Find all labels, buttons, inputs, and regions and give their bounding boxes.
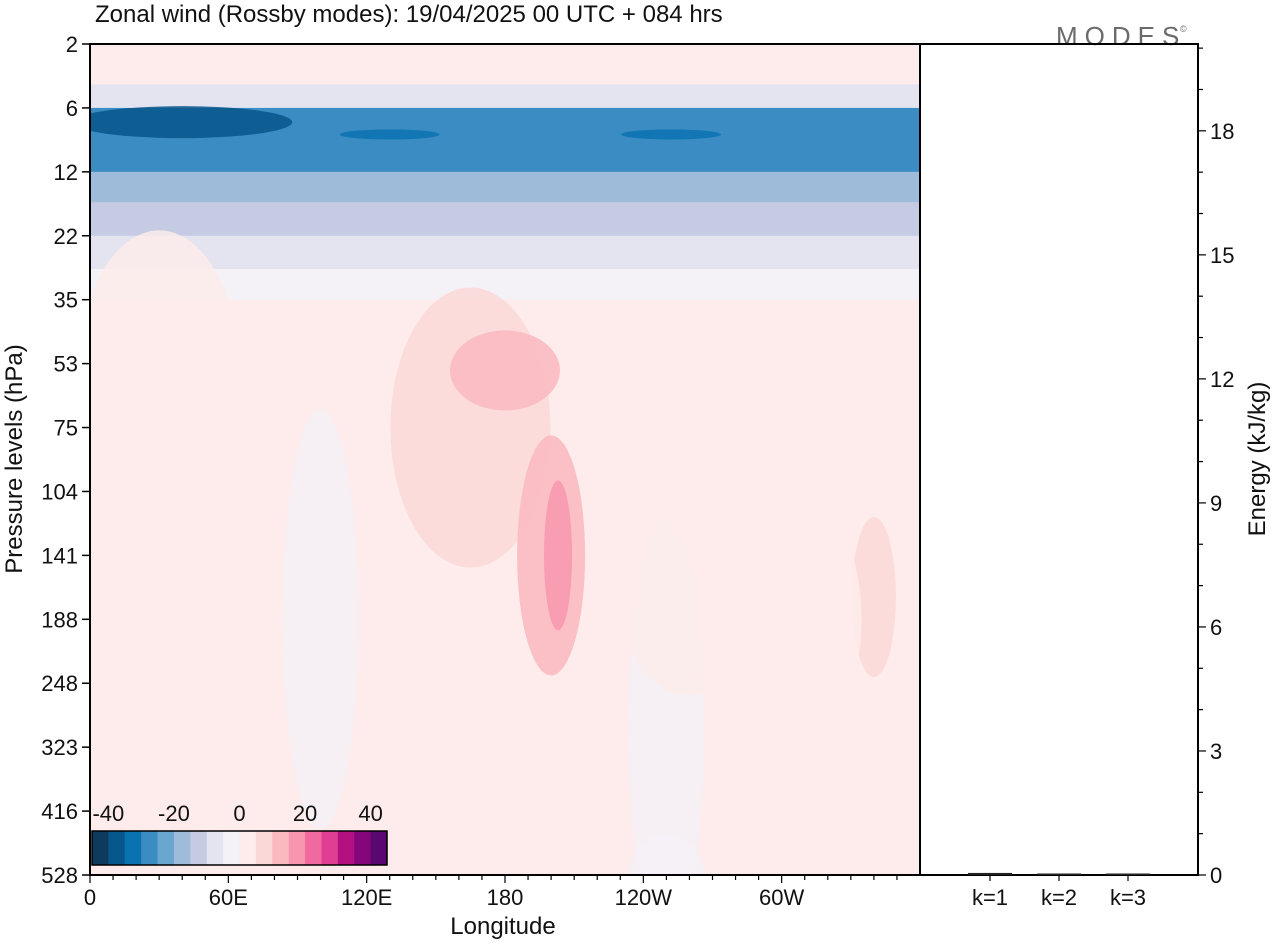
colorbar-tick-label: 20 [293,801,317,826]
colorbar-segment [92,831,109,865]
energy-tick-label: 15 [1210,243,1234,268]
energy-tick-label: 6 [1210,615,1222,640]
wind-feature [701,479,862,760]
bar-label: k=1 [972,885,1008,910]
wind-feature [851,516,896,677]
colorbar-segment [124,831,142,865]
colorbar-segment [272,831,290,865]
colorbar-frame [91,830,388,866]
y-tick-label: 323 [41,735,78,760]
y-tick-label: 53 [54,352,78,377]
wind-heatmap [90,44,920,875]
bar-label: k=3 [1110,885,1146,910]
logo-copyright-mark: © [1180,24,1187,34]
wind-band [90,171,920,204]
wind-band [90,67,920,86]
y-tick-label: 2 [66,32,78,57]
energy-bar-k3 [1106,873,1150,875]
wind-band [90,268,920,301]
y-tick-label: 104 [41,479,78,504]
colorbar-segment [157,831,175,865]
modes-logo: MODES © [1056,21,1187,51]
chart-title: Zonal wind (Rossby modes): 19/04/2025 00… [95,1,723,28]
x-tick-label: 0 [84,885,96,910]
colorbar-segment [173,831,191,865]
x-tick-label: 120W [615,885,673,910]
colorbar-segment [141,831,159,865]
y-tick-label: 75 [54,416,78,441]
energy-tick-label: 3 [1210,739,1222,764]
colorbar-segment [255,831,273,865]
energy-tick-label: 0 [1210,863,1222,888]
wind-feature [90,106,293,139]
wind-feature [282,409,359,830]
colorbar-segment [370,831,388,865]
y-tick-label: 248 [41,671,78,696]
energy-bar-k1 [968,872,1012,875]
colorbar: -40 -20 0 20 40 [91,801,388,866]
y-tick-label: 141 [41,543,78,568]
colorbar-tick-label: 0 [233,801,245,826]
wind-feature [90,230,240,511]
colorbar-segment [288,831,306,865]
colorbar-tick-label: -40 [92,801,124,826]
wind-band [90,44,920,69]
colorbar-segment [354,831,372,865]
wind-feature [90,456,205,737]
wind-feature [339,129,440,140]
energy-tick-label: 12 [1210,367,1234,392]
y-tick-label: 35 [54,288,78,313]
y-axis-label: Pressure levels (hPa) [1,344,28,573]
x-tick-label: 120E [341,885,392,910]
logo-text: MODES [1056,21,1186,51]
x-tick-label: 60W [759,885,804,910]
colorbar-tick-label: -20 [158,801,190,826]
wind-feature [450,330,560,411]
energy-bar-k2 [1037,873,1081,875]
y-tick-label: 188 [41,607,78,632]
x-axis-label: Longitude [450,913,555,940]
colorbar-segment [239,831,257,865]
wind-feature [544,480,573,631]
y-tick-label: 6 [66,96,78,121]
wind-feature [621,129,721,140]
x-tick-label: 180 [487,885,524,910]
energy-tick-label: 9 [1210,491,1222,516]
colorbar-tick-label: 40 [358,801,382,826]
energy-tick-label: 18 [1210,119,1234,144]
y-tick-label: 528 [41,863,78,888]
wind-feature [628,835,705,875]
energy-frame [919,43,1199,876]
x-tick-label: 60E [209,885,248,910]
wind-band [90,145,920,173]
wind-band [90,235,920,270]
energy-axis-label: Energy (kJ/kg) [1244,382,1271,537]
colorbar-segment [223,831,240,865]
y-tick-label: 416 [41,799,78,824]
wind-band [90,84,920,109]
wind-band [90,202,920,237]
colorbar-segment [337,831,355,865]
colorbar-segment [321,831,339,865]
colorbar-segment [190,831,208,865]
colorbar-segment [206,831,224,865]
y-tick-label: 22 [54,224,78,249]
bar-label: k=2 [1041,885,1077,910]
colorbar-segment [108,831,126,865]
colorbar-segment [305,831,322,865]
y-tick-label: 12 [54,160,78,185]
energy-bars: k=1 k=2 k=3 [968,872,1150,910]
